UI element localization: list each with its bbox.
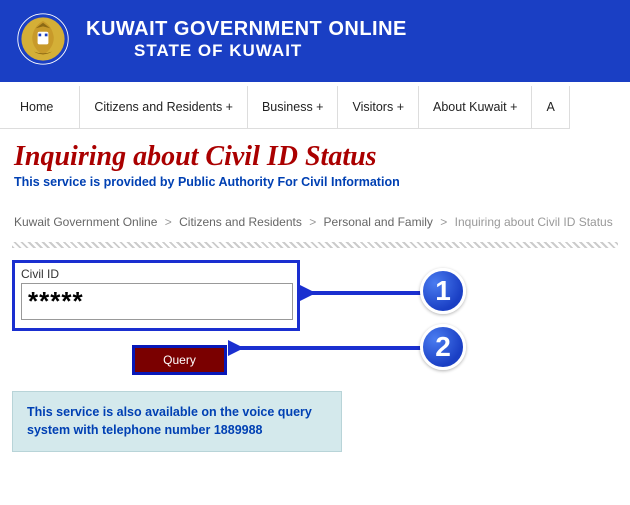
breadcrumb-item[interactable]: Kuwait Government Online bbox=[14, 215, 157, 229]
civil-id-box: Civil ID bbox=[12, 260, 300, 331]
site-title: KUWAIT GOVERNMENT ONLINE bbox=[86, 18, 407, 41]
civil-id-label: Civil ID bbox=[21, 267, 291, 281]
page-subtitle: This service is provided by Public Autho… bbox=[14, 175, 616, 189]
nav-business[interactable]: Business + bbox=[248, 86, 339, 129]
nav-about[interactable]: About Kuwait + bbox=[419, 86, 532, 129]
nav-home[interactable]: Home bbox=[0, 86, 80, 129]
breadcrumb-item[interactable]: Citizens and Residents bbox=[179, 215, 302, 229]
nav-overflow[interactable]: A bbox=[532, 86, 569, 129]
divider bbox=[12, 242, 618, 248]
nav-citizens[interactable]: Citizens and Residents + bbox=[80, 86, 248, 129]
annotation-badge-1: 1 bbox=[420, 268, 466, 314]
civil-id-input[interactable] bbox=[21, 283, 293, 320]
annotation-badge-2: 2 bbox=[420, 324, 466, 370]
breadcrumb: Kuwait Government Online > Citizens and … bbox=[0, 213, 630, 232]
annotation-arrow-1 bbox=[300, 278, 430, 308]
page-title: Inquiring about Civil ID Status bbox=[14, 141, 616, 173]
breadcrumb-separator: > bbox=[165, 215, 172, 229]
kuwait-emblem-icon bbox=[16, 12, 70, 66]
site-subtitle: STATE OF KUWAIT bbox=[134, 41, 407, 61]
site-header: KUWAIT GOVERNMENT ONLINE STATE OF KUWAIT bbox=[0, 0, 630, 82]
nav-visitors[interactable]: Visitors + bbox=[338, 86, 419, 129]
annotation-arrow-2 bbox=[228, 336, 428, 366]
breadcrumb-current: Inquiring about Civil ID Status bbox=[455, 215, 613, 229]
breadcrumb-separator: > bbox=[309, 215, 316, 229]
breadcrumb-item[interactable]: Personal and Family bbox=[324, 215, 433, 229]
query-button[interactable]: Query bbox=[132, 345, 227, 375]
main-nav: Home Citizens and Residents + Business +… bbox=[0, 82, 630, 129]
breadcrumb-separator: > bbox=[440, 215, 447, 229]
voice-query-info: This service is also available on the vo… bbox=[12, 391, 342, 452]
